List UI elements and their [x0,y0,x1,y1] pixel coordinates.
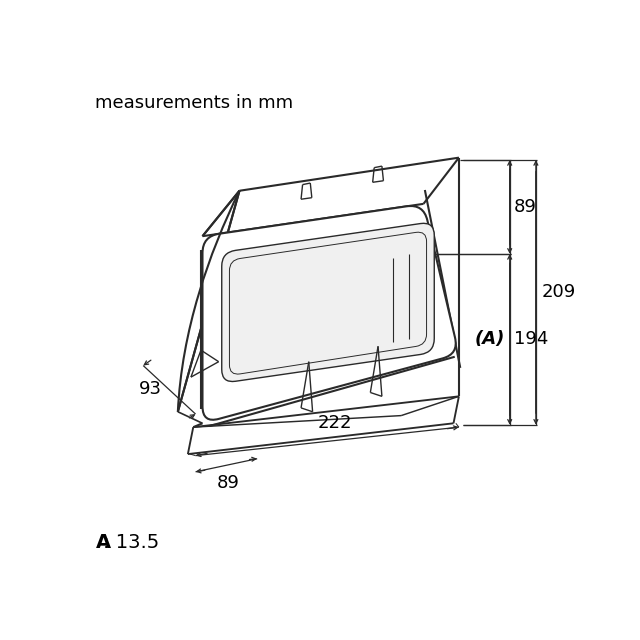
Text: A: A [95,533,111,552]
Text: : 13.5: : 13.5 [103,533,159,552]
Text: 89: 89 [216,474,239,492]
Text: 89: 89 [513,198,536,216]
Text: measurements in mm: measurements in mm [95,93,294,112]
Text: 93: 93 [140,380,163,397]
PathPatch shape [202,206,456,420]
Text: (A): (A) [474,330,505,348]
Text: 209: 209 [541,284,575,301]
Text: 222: 222 [317,414,352,432]
Text: 194: 194 [513,330,548,348]
PathPatch shape [221,223,435,381]
